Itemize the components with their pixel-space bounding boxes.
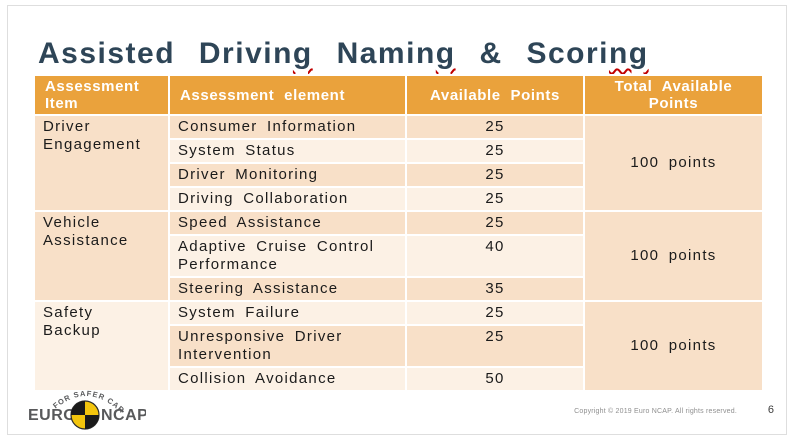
title-segment: & Scori — [455, 37, 609, 71]
assessment-item-cell: Driver Engagement — [33, 114, 170, 212]
title-segment: Assisted Drivin — [38, 37, 293, 71]
scoring-table: Assessment Item Assessment element Avail… — [33, 74, 764, 392]
available-points-cell: 40 — [405, 234, 585, 278]
available-points-cell: 50 — [405, 366, 585, 392]
logo-ncap-text: NCAP — [101, 407, 146, 424]
total-points-cell: 100 points — [583, 114, 764, 212]
table-row: Driver Monitoring 25 — [34, 162, 763, 188]
available-points-cell: 25 — [405, 324, 585, 368]
header-available-points: Available Points — [405, 74, 585, 116]
available-points-cell: 25 — [405, 300, 585, 326]
header-assessment-item: Assessment Item — [33, 74, 170, 116]
table-header-row: Assessment Item Assessment element Avail… — [33, 74, 764, 116]
title-segment-squiggled: ng — [608, 37, 649, 71]
assessment-element-cell: Driving Collaboration — [168, 186, 407, 212]
table-row: Steering Assistance 35 — [34, 276, 763, 302]
copyright-text: Copyright © 2019 Euro NCAP. All rights r… — [574, 408, 737, 415]
assessment-element-cell: Adaptive Cruise Control Performance — [168, 234, 407, 278]
title-segment-squiggled: g — [292, 37, 313, 71]
page-number: 6 — [767, 404, 774, 416]
available-points-cell: 25 — [405, 210, 585, 236]
header-assessment-element: Assessment element — [168, 74, 407, 116]
assessment-element-cell: Collision Avoidance — [168, 366, 407, 392]
assessment-element-cell: System Failure — [168, 300, 407, 326]
table-body: Driver Engagement Consumer Information 25 1… — [33, 114, 764, 392]
available-points-cell: 35 — [405, 276, 585, 302]
available-points-cell: 25 — [405, 114, 585, 140]
table-row: Adaptive Cruise Control Performance 40 — [34, 234, 763, 278]
table-row: Vehicle Assistance Speed Assistance 25 100 … — [33, 210, 764, 302]
euroncap-logo: FOR SAFER CARS EURO NCAP — [25, 371, 148, 436]
table-row: System Status 25 — [34, 138, 763, 164]
total-points-cell: 100 points — [583, 300, 764, 392]
assessment-element-cell: Steering Assistance — [168, 276, 407, 302]
assessment-element-cell: Unresponsive Driver Intervention — [168, 324, 407, 368]
total-points-cell: 100 points — [583, 210, 764, 302]
assessment-item-cell: Vehicle Assistance — [33, 210, 170, 302]
assessment-element-cell: Consumer Information — [168, 114, 407, 140]
logo-euro-text: EURO — [28, 407, 76, 424]
available-points-cell: 25 — [405, 162, 585, 188]
table-row: Driving Collaboration 25 — [34, 186, 763, 212]
assessment-item-cell: Safety Backup — [33, 300, 170, 392]
available-points-cell: 25 — [405, 186, 585, 212]
table-row: Collision Avoidance 50 — [34, 366, 763, 392]
table-row: Driver Engagement Consumer Information 25 1… — [33, 114, 764, 212]
logo-target-icon — [70, 400, 100, 430]
header-total-available-points: Total Available Points — [583, 74, 764, 116]
assessment-element-cell: Driver Monitoring — [168, 162, 407, 188]
table-row: Unresponsive Driver Intervention 25 — [34, 324, 763, 368]
assessment-element-cell: System Status — [168, 138, 407, 164]
title-segment: Namin — [312, 37, 436, 71]
table-row: Safety Backup System Failure 25 100 points — [33, 300, 764, 392]
title-segment-squiggled: g — [435, 37, 456, 71]
assessment-element-cell: Speed Assistance — [168, 210, 407, 236]
page-title: Assisted Driving Naming & Scoring — [38, 37, 649, 71]
available-points-cell: 25 — [405, 138, 585, 164]
